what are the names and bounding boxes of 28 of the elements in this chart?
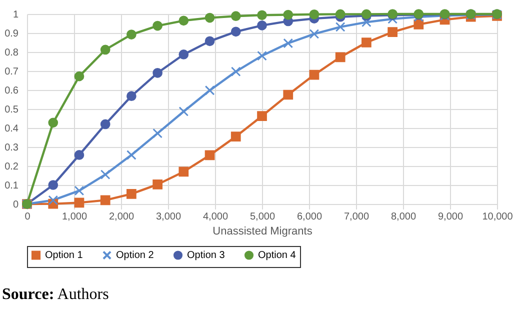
x-tick-label: 8,000 — [390, 212, 416, 222]
y-tick-label: 0.8 — [4, 48, 19, 58]
y-tick-label: 0.1 — [4, 180, 19, 192]
x-tick-label: 3,000 — [156, 212, 182, 222]
y-tick-label: 0.3 — [4, 142, 19, 154]
source-note: Source: Authors — [2, 286, 110, 304]
x-tick-label: 1,000 — [62, 212, 88, 222]
legend-label: Option 4 — [258, 250, 296, 262]
y-tick-label: 0.4 — [4, 124, 19, 134]
x-tick-label: 7,000 — [344, 212, 370, 222]
x-tick-label: 4,000 — [202, 212, 228, 222]
y-tick-label: 0.2 — [4, 162, 19, 172]
y-tick-label: 0.6 — [4, 86, 19, 96]
x-tick-label: 5,000 — [250, 212, 276, 222]
x-tick-label: 9,000 — [438, 212, 464, 222]
y-tick-label: 0.9 — [4, 28, 19, 40]
y-tick-label: 0 — [12, 200, 19, 210]
legend-label: Option 2 — [116, 250, 154, 262]
legend-label: Option 1 — [45, 250, 84, 262]
y-tick-label: 0.7 — [4, 66, 19, 78]
x-axis-title: Unassisted Migrants — [212, 226, 313, 238]
legend-label: Option 3 — [187, 250, 226, 262]
x-tick-label: 0 — [24, 212, 31, 222]
x-tick-label: 6,000 — [296, 212, 322, 222]
y-tick-label: 0.5 — [4, 104, 19, 116]
x-tick-label: 10,000 — [482, 212, 514, 222]
y-tick-label: 1 — [12, 10, 19, 20]
x-tick-label: 2,000 — [108, 212, 134, 222]
